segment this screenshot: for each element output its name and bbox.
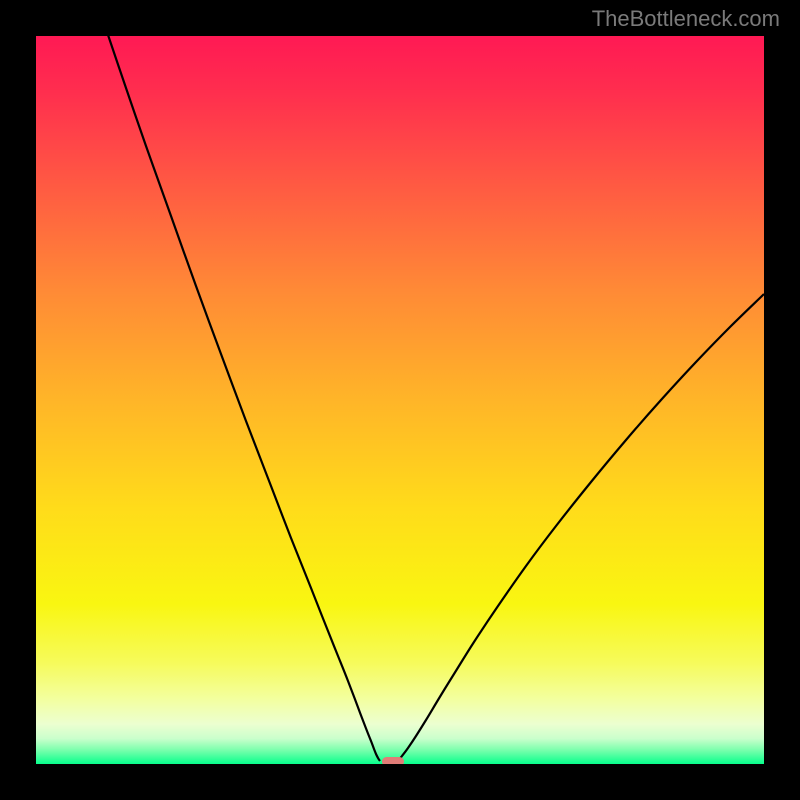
watermark-text: TheBottleneck.com bbox=[592, 6, 780, 32]
plot-area bbox=[36, 36, 764, 764]
outer-frame: TheBottleneck.com bbox=[0, 0, 800, 800]
heatmap-gradient-bg bbox=[36, 36, 764, 764]
optimal-point-marker bbox=[382, 757, 404, 764]
